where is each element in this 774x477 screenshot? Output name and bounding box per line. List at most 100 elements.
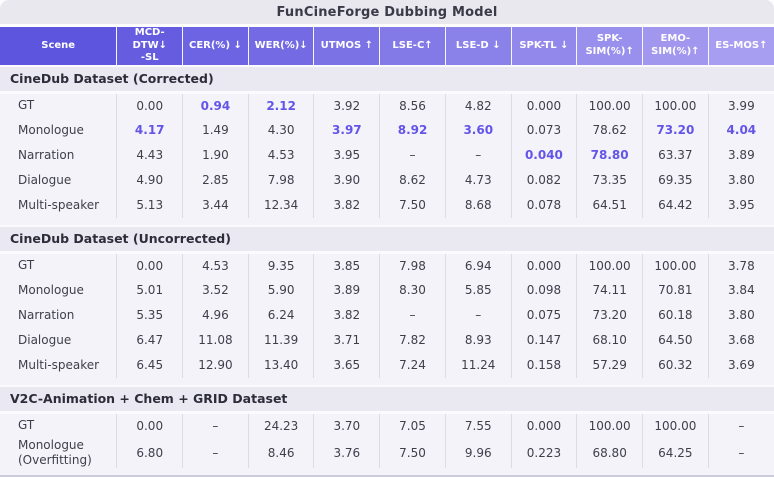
value-cell: 2.85 xyxy=(182,167,249,193)
value-cell: – xyxy=(707,412,774,438)
value-cell: 3.76 xyxy=(313,437,380,468)
column-header-label: LSE-D ↓ xyxy=(455,39,501,51)
value-cell: 8.56 xyxy=(379,92,446,118)
column-header-utmos: UTMOS ↑ xyxy=(313,27,380,66)
value-cell: 3.99 xyxy=(707,92,774,118)
column-header-spk-tl: SPK-TL ↓ xyxy=(510,27,577,66)
column-header-label: Scene xyxy=(41,39,76,51)
value-cell: 7.50 xyxy=(379,437,446,468)
value-cell: 11.39 xyxy=(247,327,314,353)
value-cell: 7.98 xyxy=(379,252,446,278)
value-cell: 7.55 xyxy=(444,412,512,438)
value-cell: 73.35 xyxy=(576,167,643,193)
value-cell: 3.80 xyxy=(707,302,774,328)
value-cell: 4.17 xyxy=(116,117,183,143)
column-header-wer: WER(%)↓ xyxy=(247,27,314,66)
table-header: Scene MCD-DTW↓ -SL CER(%) ↓ WER(%)↓ UTMOS ↑ LS… xyxy=(0,27,774,66)
value-cell: 60.18 xyxy=(642,302,709,328)
value-cell: 6.45 xyxy=(116,352,183,378)
value-cell: 3.82 xyxy=(313,192,380,218)
value-cell: 12.90 xyxy=(182,352,249,378)
table-row: Monologue (Overfitting) 6.80–8.46 3.76 7.50… xyxy=(0,437,774,468)
column-header-label: WER(%)↓ xyxy=(254,39,308,51)
value-cell: 3.97 xyxy=(313,117,380,143)
value-cell: 0.000 xyxy=(510,252,577,278)
scene-cell: Multi-speaker xyxy=(0,192,117,218)
section-title: CineDub Dataset (Uncorrected) xyxy=(0,224,774,254)
table-row: GT 0.00–24.23 3.70 7.05 7.55 0.000 100.00 100.0… xyxy=(0,412,774,438)
table-row: GT 0.00 4.53 9.35 3.85 7.98 6.94 0.000 100.00 100… xyxy=(0,252,774,278)
value-cell: – xyxy=(182,412,249,438)
value-cell: 8.30 xyxy=(379,277,446,303)
section-header-row: CineDub Dataset (Uncorrected) xyxy=(0,224,774,254)
scene-cell: Monologue (Overfitting) xyxy=(0,437,117,468)
value-cell: 6.80 xyxy=(116,437,183,468)
value-cell: 7.50 xyxy=(379,192,446,218)
value-cell: 57.29 xyxy=(576,352,643,378)
value-cell: 6.47 xyxy=(116,327,183,353)
section-title: V2C-Animation + Chem + GRID Dataset xyxy=(0,384,774,414)
value-cell: 64.51 xyxy=(576,192,643,218)
value-cell: 3.95 xyxy=(313,142,380,168)
value-cell: 8.62 xyxy=(379,167,446,193)
column-header-es-mos: ES-MOS↑ xyxy=(707,27,774,66)
column-header-scene: Scene xyxy=(0,27,117,66)
value-cell: 5.01 xyxy=(116,277,183,303)
value-cell: 3.60 xyxy=(444,117,512,143)
table-row: Multi-speaker 6.45 12.90 13.40 3.65 7.24 11.24… xyxy=(0,352,774,378)
value-cell: 9.35 xyxy=(247,252,314,278)
value-cell: 3.89 xyxy=(707,142,774,168)
table-row: Dialogue 4.90 2.85 7.98 3.90 8.62 4.73 0.082 73.… xyxy=(0,167,774,193)
value-cell: 69.35 xyxy=(642,167,709,193)
value-cell: 3.85 xyxy=(313,252,380,278)
column-header-label: EMO-SIM(%)↑ xyxy=(651,33,700,57)
value-cell: 3.78 xyxy=(707,252,774,278)
value-cell: 4.30 xyxy=(247,117,314,143)
table-row: Monologue 5.01 3.52 5.90 3.89 8.30 5.85 0.098 74… xyxy=(0,277,774,303)
column-header-cer: CER(%) ↓ xyxy=(182,27,249,66)
value-cell: 100.00 xyxy=(642,92,709,118)
column-header-label: LSE-C↑ xyxy=(392,39,433,51)
value-cell: 7.05 xyxy=(379,412,446,438)
table-row: Monologue 4.17 1.49 4.30 3.97 8.92 3.60 0.073 78… xyxy=(0,117,774,143)
value-cell: 0.082 xyxy=(510,167,577,193)
value-cell: 4.73 xyxy=(444,167,512,193)
scene-cell: Narration xyxy=(0,302,117,328)
section-title: CineDub Dataset (Corrected) xyxy=(0,64,774,94)
scene-cell: GT xyxy=(0,412,117,438)
value-cell: 73.20 xyxy=(576,302,643,328)
value-cell: – xyxy=(444,142,512,168)
value-cell: 7.98 xyxy=(247,167,314,193)
scene-cell: GT xyxy=(0,92,117,118)
value-cell: 3.70 xyxy=(313,412,380,438)
value-cell: – xyxy=(182,437,249,468)
value-cell: 3.68 xyxy=(707,327,774,353)
value-cell: 1.90 xyxy=(182,142,249,168)
value-cell: 0.078 xyxy=(510,192,577,218)
value-cell: 8.92 xyxy=(379,117,446,143)
value-cell: – xyxy=(379,142,446,168)
value-cell: 64.50 xyxy=(642,327,709,353)
value-cell: 8.93 xyxy=(444,327,512,353)
value-cell: 4.90 xyxy=(116,167,183,193)
value-cell: 0.073 xyxy=(510,117,577,143)
value-cell: 100.00 xyxy=(576,92,643,118)
value-cell: 0.223 xyxy=(510,437,577,468)
value-cell: 0.00 xyxy=(116,412,183,438)
scene-cell: Narration xyxy=(0,142,117,168)
value-cell: 8.46 xyxy=(247,437,314,468)
value-cell: 6.24 xyxy=(247,302,314,328)
value-cell: 4.53 xyxy=(247,142,314,168)
value-cell: 0.00 xyxy=(116,252,183,278)
section-spacer xyxy=(0,217,774,226)
value-cell: 3.92 xyxy=(313,92,380,118)
table-row: GT 0.00 0.94 2.12 3.92 8.56 4.82 0.000 100.00 100… xyxy=(0,92,774,118)
value-cell: 24.23 xyxy=(247,412,314,438)
scene-cell: Dialogue xyxy=(0,327,117,353)
column-header-label: ES-MOS↑ xyxy=(715,39,768,51)
value-cell: 100.00 xyxy=(642,412,709,438)
value-cell: 4.53 xyxy=(182,252,249,278)
section-spacer xyxy=(0,377,774,386)
value-cell: 78.62 xyxy=(576,117,643,143)
table-row: Dialogue 6.47 11.08 11.39 3.71 7.82 8.93 0.147 6… xyxy=(0,327,774,353)
